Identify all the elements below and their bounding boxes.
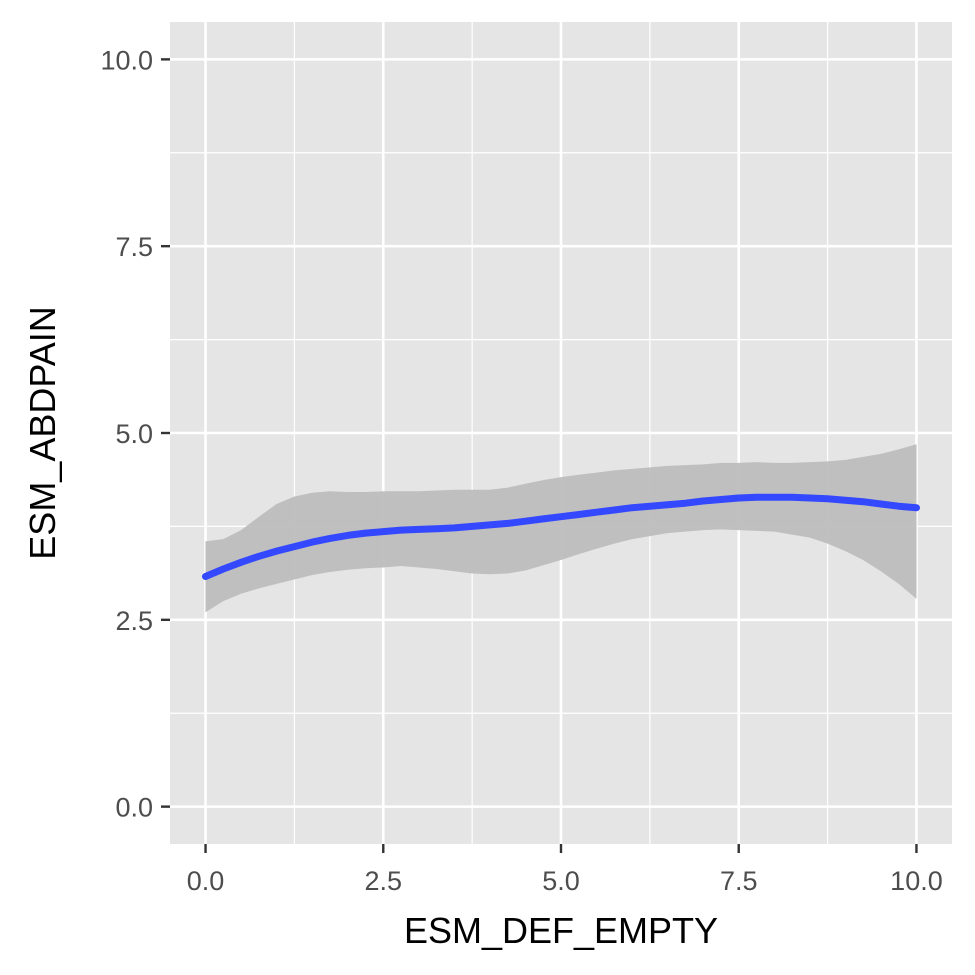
smooth-line: [202, 493, 920, 580]
x-tick-label: 5.0: [542, 866, 580, 896]
x-tick-label: 10.0: [890, 866, 943, 896]
y-axis: 0.0 2.5 5.0 7.5 10.0: [100, 45, 170, 823]
y-tick-label: 10.0: [100, 45, 153, 75]
x-axis: 0.0 2.5 5.0 7.5 10.0: [187, 844, 943, 896]
y-axis-title: ESM_ABDPAIN: [22, 306, 63, 559]
y-tick-label: 5.0: [115, 419, 153, 449]
y-tick-label: 7.5: [115, 232, 153, 262]
x-axis-title: ESM_DEF_EMPTY: [404, 910, 718, 951]
x-tick-label: 7.5: [720, 866, 758, 896]
confidence-ribbon: [205, 444, 917, 613]
y-tick-label: 2.5: [115, 606, 153, 636]
x-tick-label: 2.5: [364, 866, 402, 896]
y-tick-label: 0.0: [115, 793, 153, 823]
major-grid: [170, 22, 952, 844]
x-tick-label: 0.0: [187, 866, 225, 896]
